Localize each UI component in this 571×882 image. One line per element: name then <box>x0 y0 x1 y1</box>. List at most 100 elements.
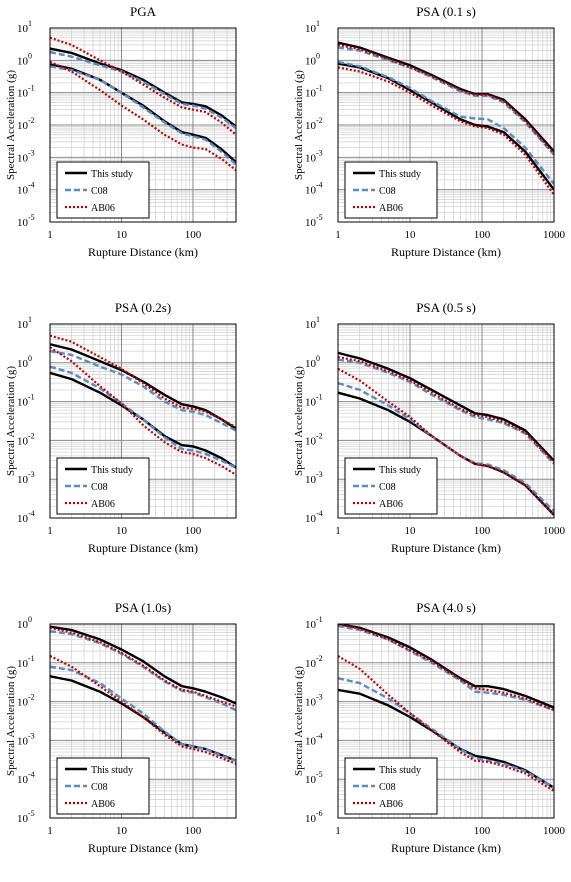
y-tick-label: 10 <box>305 55 317 67</box>
y-tick-label: 10 <box>305 217 317 229</box>
series-group <box>50 334 236 476</box>
legend-label: AB06 <box>379 799 403 810</box>
y-tick-exponent: 0 <box>28 354 32 363</box>
y-tick-label: 10 <box>305 120 317 132</box>
series-line-this-study <box>338 41 554 153</box>
y-tick-exponent: 0 <box>28 51 32 60</box>
x-axis-label: Rupture Distance (km) <box>88 245 198 259</box>
y-tick-exponent: -2 <box>28 431 35 440</box>
y-tick-label: 10 <box>17 474 29 486</box>
y-tick-label: 10 <box>305 735 317 747</box>
y-tick-label: 10 <box>17 185 29 197</box>
y-tick-label: 10 <box>305 358 317 370</box>
series-line-c08 <box>50 665 236 762</box>
series-line-ab06 <box>50 626 236 708</box>
y-tick-exponent: -4 <box>316 509 323 518</box>
y-tick-exponent: -2 <box>316 116 323 125</box>
y-tick-exponent: -3 <box>316 148 323 157</box>
series-line-ab06 <box>338 624 554 712</box>
legend-label: C08 <box>91 482 108 493</box>
legend-label: C08 <box>91 782 108 793</box>
y-tick-label: 10 <box>17 319 29 331</box>
plot-frame <box>337 323 555 519</box>
series-line-this-study <box>338 351 554 462</box>
series-line-ab06 <box>338 43 554 155</box>
y-tick-exponent: -1 <box>316 84 323 93</box>
legend-box <box>344 161 438 219</box>
y-tick-exponent: -5 <box>316 213 323 222</box>
plot-frame <box>49 27 237 223</box>
x-tick-label: 100 <box>474 229 491 241</box>
y-tick-label: 10 <box>305 23 317 35</box>
y-tick-label: 10 <box>17 658 29 670</box>
y-tick-exponent: -3 <box>28 470 35 479</box>
x-tick-label: 1 <box>47 229 53 241</box>
series-line-this-study <box>50 47 236 128</box>
y-tick-exponent: -6 <box>316 809 323 818</box>
x-tick-label: 100 <box>185 525 202 537</box>
y-tick-label: 10 <box>17 435 29 447</box>
legend: This study C08 AB06 <box>344 757 438 815</box>
series-group <box>338 351 554 516</box>
y-tick-label: 10 <box>17 735 29 747</box>
legend-label: This study <box>379 465 421 476</box>
y-tick-exponent: -3 <box>316 693 323 702</box>
y-tick-label: 10 <box>305 319 317 331</box>
series-group <box>338 41 554 196</box>
legend-label: AB06 <box>91 799 115 810</box>
legend-box <box>344 757 438 815</box>
y-tick-label: 10 <box>17 120 29 132</box>
y-tick-label: 10 <box>17 88 29 100</box>
y-tick-exponent: -2 <box>316 431 323 440</box>
series-line-c08 <box>50 365 236 469</box>
x-tick-label: 10 <box>116 825 128 837</box>
legend-box <box>56 161 150 219</box>
y-tick-exponent: -4 <box>28 770 35 779</box>
series-line-this-study <box>338 62 554 191</box>
x-axis-label: Rupture Distance (km) <box>391 541 501 555</box>
legend: This study C08 AB06 <box>56 161 150 219</box>
y-tick-label: 10 <box>305 185 317 197</box>
y-tick-exponent: -1 <box>28 654 35 663</box>
chart-title: PSA (0.2s) <box>115 300 171 315</box>
x-tick-label: 10 <box>405 525 417 537</box>
legend-label: C08 <box>379 186 396 197</box>
series-group <box>50 625 236 765</box>
y-tick-exponent: 0 <box>316 354 320 363</box>
y-tick-label: 10 <box>17 217 29 229</box>
series-line-c08 <box>50 50 236 130</box>
x-tick-label: 100 <box>185 825 202 837</box>
chart-title: PSA (0.5 s) <box>416 300 476 315</box>
legend: This study C08 AB06 <box>344 161 438 219</box>
y-tick-exponent: -4 <box>316 181 323 190</box>
y-tick-label: 10 <box>305 813 317 825</box>
series-line-c08 <box>338 46 554 156</box>
x-tick-label: 10 <box>116 229 128 241</box>
y-tick-label: 10 <box>305 435 317 447</box>
x-tick-label: 10 <box>405 229 417 241</box>
y-tick-exponent: -1 <box>28 393 35 402</box>
y-tick-exponent: 1 <box>316 315 320 324</box>
x-tick-label: 10 <box>405 825 417 837</box>
x-tick-label: 1000 <box>543 229 566 241</box>
legend-label: AB06 <box>91 203 115 214</box>
legend-label: AB06 <box>379 499 403 510</box>
y-tick-label: 10 <box>305 88 317 100</box>
series-line-ab06 <box>50 36 236 136</box>
series-line-c08 <box>50 65 236 166</box>
x-axis-label: Rupture Distance (km) <box>88 541 198 555</box>
y-tick-exponent: -2 <box>28 116 35 125</box>
series-line-c08 <box>50 630 236 712</box>
legend-label: This study <box>379 169 421 180</box>
chart-title: PSA (0.1 s) <box>416 4 476 19</box>
legend: This study C08 AB06 <box>56 457 150 515</box>
x-tick-label: 100 <box>474 525 491 537</box>
legend-label: C08 <box>379 482 396 493</box>
